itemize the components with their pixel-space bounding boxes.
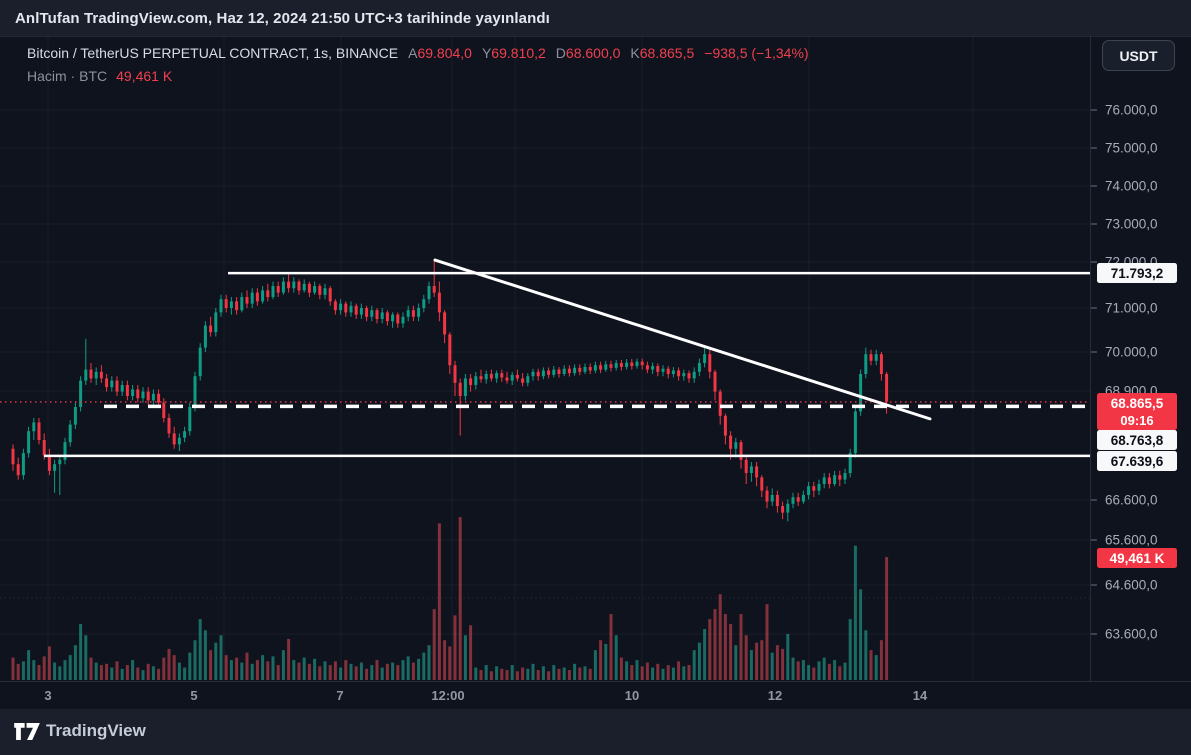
- price-tick-mark: [1091, 633, 1097, 635]
- price-tick-mark: [1091, 223, 1097, 225]
- price-tick-mark: [1091, 185, 1097, 187]
- published-text: AnlTufan TradingView.com, Haz 12, 2024 2…: [15, 9, 550, 27]
- current-price-badge: 68.865,5 09:16: [1097, 393, 1177, 430]
- ohlc-open: A69.804,0: [408, 45, 472, 61]
- ohlc-close: K68.865,5: [630, 45, 695, 61]
- price-tick-label: 63.600,0: [1105, 626, 1158, 642]
- price-tick-mark: [1091, 261, 1097, 263]
- chart-pane[interactable]: [0, 36, 1090, 681]
- footer-bar: TradingView: [0, 709, 1191, 755]
- volume-study-value: 49,461 K: [116, 68, 173, 84]
- price-tick-label: 70.000,0: [1105, 344, 1158, 360]
- symbol-header: Bitcoin / TetherUS PERPETUAL CONTRACT, 1…: [27, 45, 809, 84]
- price-tick-mark: [1091, 147, 1097, 149]
- published-bar: AnlTufan TradingView.com, Haz 12, 2024 2…: [0, 0, 1191, 37]
- current-price-value: 68.865,5: [1110, 395, 1164, 411]
- currency-toggle-button[interactable]: USDT: [1102, 40, 1175, 71]
- price-tick-label: 74.000,0: [1105, 178, 1158, 194]
- price-tick-label: 75.000,0: [1105, 140, 1158, 156]
- symbol-title: Bitcoin / TetherUS PERPETUAL CONTRACT, 1…: [27, 45, 399, 61]
- time-axis[interactable]: 3 5 7 12:00 10 12 14: [0, 681, 1191, 710]
- price-tick-label: 65.600,0: [1105, 532, 1158, 548]
- price-line-badge: 67.639,6: [1097, 451, 1177, 471]
- price-axis[interactable]: 76.000,0 75.000,0 74.000,0 73.000,0 72.000,0…: [1090, 36, 1191, 681]
- price-tick-mark: [1091, 539, 1097, 541]
- footer-brand: TradingView: [46, 721, 146, 740]
- price-chart-canvas[interactable]: [0, 36, 1090, 681]
- price-change: −938,5 (−1,34%): [704, 45, 809, 61]
- time-tick-label: 3: [44, 688, 52, 703]
- volume-study-label: Hacim · BTC: [27, 68, 108, 84]
- price-tick-label: 66.600,0: [1105, 492, 1158, 508]
- price-tick-label: 64.600,0: [1105, 577, 1158, 593]
- ohlc-high: Y69.810,2: [481, 45, 546, 61]
- price-tick-mark: [1091, 307, 1097, 309]
- price-line-badge: 71.793,2: [1097, 263, 1177, 283]
- time-tick-label: 10: [624, 688, 640, 703]
- price-tick-label: 73.000,0: [1105, 216, 1158, 232]
- time-tick-label: 14: [912, 688, 928, 703]
- price-tick-mark: [1091, 499, 1097, 501]
- price-line-badge: 68.763,8: [1097, 430, 1177, 450]
- ohlc-low: D68.600,0: [555, 45, 621, 61]
- price-tick-mark: [1091, 109, 1097, 111]
- price-tick-label: 71.000,0: [1105, 300, 1158, 316]
- price-tick-mark: [1091, 351, 1097, 353]
- volume-badge: 49,461 K: [1097, 548, 1177, 568]
- price-tick-label: 76.000,0: [1105, 102, 1158, 118]
- time-tick-label: 5: [190, 688, 198, 703]
- tradingview-logo-icon[interactable]: [14, 722, 41, 741]
- time-tick-label: 12:00: [431, 688, 465, 703]
- price-tick-mark: [1091, 584, 1097, 586]
- time-tick-label: 7: [336, 688, 344, 703]
- bar-countdown: 09:16: [1120, 412, 1154, 428]
- time-tick-label: 12: [767, 688, 783, 703]
